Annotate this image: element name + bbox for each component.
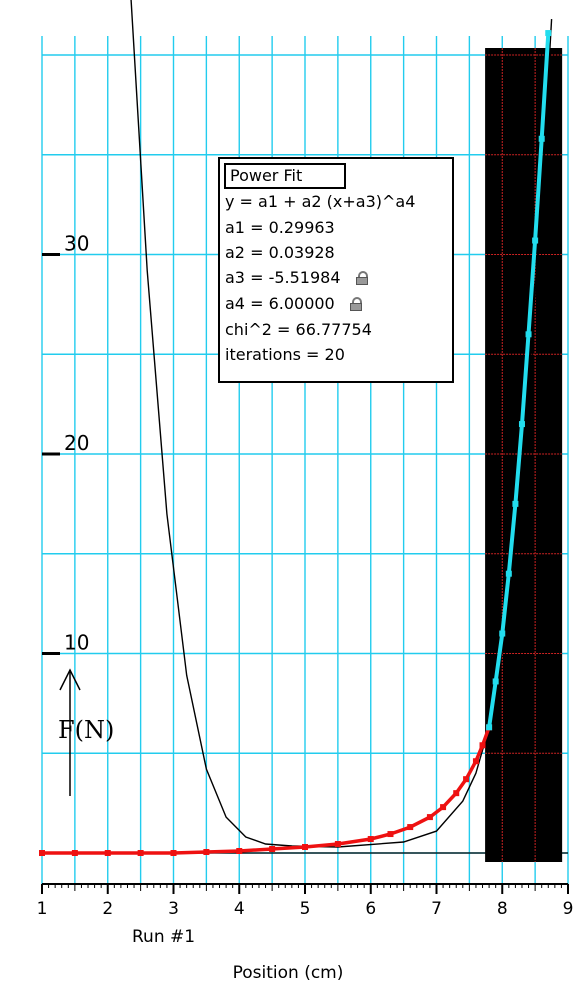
y-tick-label: 30 xyxy=(64,232,89,256)
red-point xyxy=(236,848,243,855)
highlight-rect xyxy=(485,48,563,862)
red-point xyxy=(302,844,308,851)
axes xyxy=(41,253,569,894)
red-point xyxy=(407,824,414,831)
red-point xyxy=(334,841,341,848)
cyan-point xyxy=(492,678,499,685)
red-point xyxy=(463,776,470,783)
red-series-line xyxy=(42,726,491,855)
cyan-series-group xyxy=(486,30,552,731)
cyan-point xyxy=(486,724,493,731)
y-tick-label: 20 xyxy=(64,431,89,455)
red-point xyxy=(39,850,45,856)
red-point xyxy=(479,742,486,749)
fit-equation: y = a1 + a2 (x+a3)^a4 xyxy=(225,192,416,211)
x-tick-label: 8 xyxy=(497,899,508,919)
red-point xyxy=(137,850,144,856)
lock-icon[interactable] xyxy=(355,271,368,285)
run-label: Run #1 xyxy=(132,927,196,947)
highlight-region xyxy=(485,48,563,862)
fit-a4: a4 = 6.00000 xyxy=(225,294,335,313)
red-point xyxy=(170,850,177,856)
tick-labels: 1 2 3 4 5 6 7 8 9 10 20 30 xyxy=(37,232,574,920)
x-tick-label: 1 xyxy=(37,899,48,919)
x-tick-label: 6 xyxy=(365,899,376,919)
red-point xyxy=(472,758,479,765)
x-tick-label: 9 xyxy=(563,899,574,919)
red-point xyxy=(104,850,111,856)
fit-iterations: iterations = 20 xyxy=(225,345,345,364)
fit-a2: a2 = 0.03928 xyxy=(225,243,335,262)
cyan-point xyxy=(505,570,512,577)
red-point xyxy=(203,849,210,856)
power-fit-box[interactable]: Power Fit y = a1 + a2 (x+a3)^a4 a1 = 0.2… xyxy=(218,157,454,383)
cyan-point xyxy=(538,135,545,142)
cyan-point xyxy=(525,331,532,338)
x-tick-label: 5 xyxy=(300,899,311,919)
cyan-point xyxy=(518,421,525,428)
red-point xyxy=(387,831,394,838)
cyan-point xyxy=(532,237,539,244)
fit-a3: a3 = -5.51984 xyxy=(225,268,341,287)
cyan-point xyxy=(545,30,552,37)
fit-a3-row: a3 = -5.51984 xyxy=(225,267,368,289)
red-point xyxy=(269,846,276,853)
up-arrow-icon xyxy=(59,668,81,796)
red-point xyxy=(367,836,374,843)
lock-icon[interactable] xyxy=(349,297,362,311)
fit-title: Power Fit xyxy=(224,163,346,189)
x-tick-label: 4 xyxy=(234,899,245,919)
fit-a1: a1 = 0.29963 xyxy=(225,218,335,237)
cyan-series-line xyxy=(487,32,551,728)
red-point xyxy=(440,804,447,811)
force-label: F(N) xyxy=(58,716,115,744)
red-point xyxy=(71,850,78,856)
red-point xyxy=(453,790,460,797)
x-tick-label: 2 xyxy=(102,899,113,919)
red-series-group xyxy=(39,724,493,856)
x-tick-label: 3 xyxy=(168,899,179,919)
fit-a4-row: a4 = 6.00000 xyxy=(225,293,362,315)
x-axis-label: Position (cm) xyxy=(232,963,344,983)
cyan-point xyxy=(499,630,506,637)
fit-chi2: chi^2 = 66.77754 xyxy=(225,320,372,339)
y-tick-label: 10 xyxy=(64,631,89,655)
fit-curve xyxy=(130,0,553,848)
cyan-point xyxy=(512,500,519,507)
fit-curve-group xyxy=(130,0,553,848)
x-tick-label: 7 xyxy=(431,899,442,919)
red-point xyxy=(426,814,433,821)
